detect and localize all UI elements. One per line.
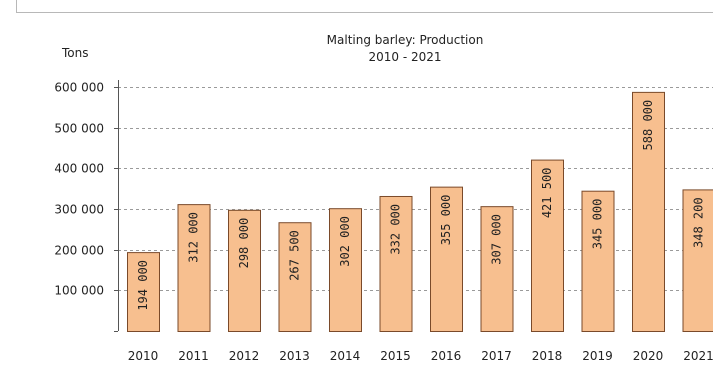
x-tick-label: 2018 [532, 349, 563, 363]
x-tick-label: 2021 [683, 349, 713, 363]
bar [480, 206, 514, 332]
bar-value-label: 312 000 [187, 212, 201, 263]
bar-value-label: 307 000 [490, 214, 504, 265]
bar [127, 252, 160, 333]
bar [379, 195, 413, 332]
y-axis-unit-label: Tons [62, 46, 89, 60]
bar [682, 189, 713, 332]
chart-title: Malting barley: Production [326, 33, 484, 47]
y-tick-label: 200 000 [54, 244, 104, 258]
bar-value-label: 267 500 [288, 230, 302, 281]
y-tick-label: 300 000 [54, 203, 104, 217]
x-tick-label: 2013 [279, 349, 310, 363]
bar-value-label: 298 000 [237, 218, 251, 269]
bar [581, 190, 615, 332]
x-tick-label: 2020 [633, 349, 664, 363]
frame-border [16, 0, 17, 12]
y-tick-label: 600 000 [54, 81, 104, 95]
x-tick-label: 2016 [431, 349, 462, 363]
bar-value-label: 345 000 [591, 199, 605, 250]
x-tick-label: 2010 [128, 349, 159, 363]
bar [632, 91, 665, 332]
y-tick-label: 400 000 [54, 162, 104, 176]
x-tick-label: 2012 [229, 349, 260, 363]
x-tick-label: 2014 [330, 349, 361, 363]
bar [430, 186, 463, 332]
y-tick-label: 500 000 [54, 122, 104, 136]
x-tick-label: 2019 [582, 349, 613, 363]
bar-value-label: 348 200 [692, 197, 706, 248]
bar-value-label: 421 500 [540, 168, 554, 219]
bar [177, 204, 211, 332]
bar-value-label: 355 000 [439, 195, 453, 246]
bar-value-label: 302 000 [338, 216, 352, 267]
chart-subtitle: 2010 - 2021 [368, 50, 442, 64]
bar-value-label: 332 000 [389, 204, 403, 255]
bar-value-label: 588 000 [641, 100, 655, 151]
x-tick-label: 2015 [380, 349, 411, 363]
bar-value-label: 194 000 [136, 260, 150, 311]
bar [278, 222, 312, 332]
x-tick-label: 2011 [178, 349, 209, 363]
bar [531, 159, 564, 332]
bar [329, 208, 362, 332]
x-tick-label: 2017 [481, 349, 512, 363]
frame-border [16, 12, 713, 13]
y-tick-label: 100 000 [54, 284, 104, 298]
bar [228, 209, 261, 333]
